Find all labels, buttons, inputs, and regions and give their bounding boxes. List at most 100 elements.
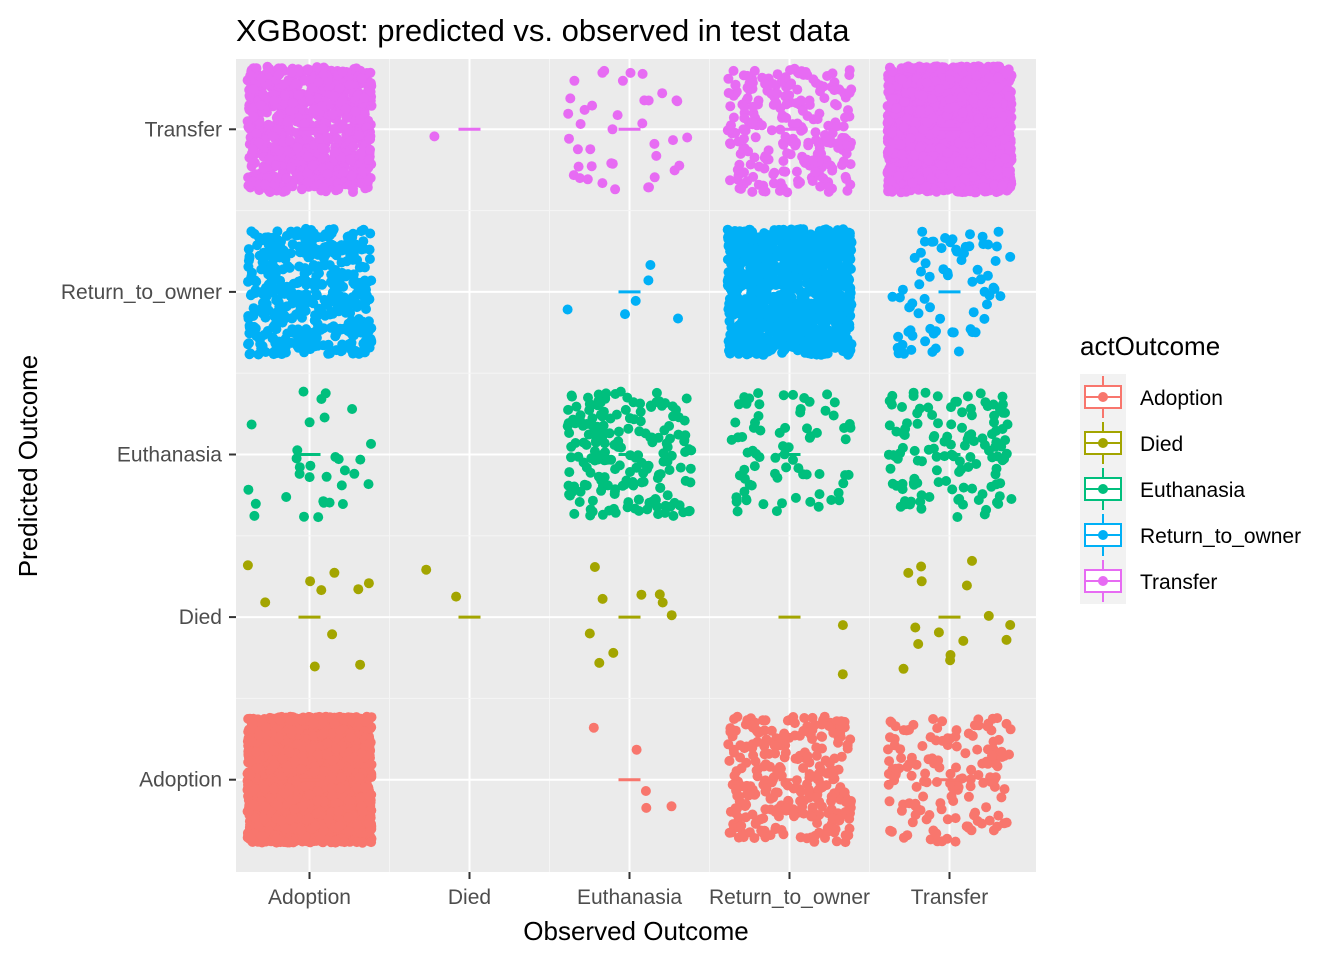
point-adoption-adoption xyxy=(343,795,354,806)
point-euthanasia-euthanasia xyxy=(684,505,695,516)
point-euthanasia-return-to-owner xyxy=(643,275,654,286)
point-adoption-euthanasia xyxy=(294,468,305,479)
point-euthanasia-euthanasia xyxy=(599,472,610,483)
point-return-to-owner-adoption xyxy=(784,715,795,725)
point-adoption-return-to-owner xyxy=(365,228,376,239)
point-adoption-adoption xyxy=(343,812,354,823)
point-adoption-euthanasia xyxy=(366,438,376,449)
point-transfer-euthanasia xyxy=(933,418,943,429)
point-adoption-euthanasia xyxy=(246,419,257,430)
point-transfer-adoption xyxy=(934,762,945,773)
point-transfer-adoption xyxy=(910,798,921,809)
point-adoption-euthanasia xyxy=(347,404,358,414)
point-return-to-owner-euthanasia xyxy=(814,489,825,500)
point-return-to-owner-adoption xyxy=(822,827,833,837)
point-euthanasia-euthanasia xyxy=(633,494,644,505)
point-transfer-euthanasia xyxy=(939,436,950,447)
point-transfer-adoption xyxy=(1005,724,1016,735)
point-adoption-return-to-owner xyxy=(243,276,253,287)
point-euthanasia-euthanasia xyxy=(655,483,666,493)
point-adoption-adoption xyxy=(318,716,328,726)
point-return-to-owner-adoption xyxy=(780,747,791,758)
point-euthanasia-euthanasia xyxy=(658,448,669,459)
point-adoption-euthanasia xyxy=(321,471,332,482)
point-transfer-adoption xyxy=(884,796,895,807)
point-adoption-adoption xyxy=(334,820,345,831)
point-transfer-euthanasia xyxy=(909,445,920,456)
point-euthanasia-died xyxy=(657,597,668,608)
point-adoption-adoption xyxy=(257,831,267,842)
point-adoption-adoption xyxy=(351,837,362,848)
point-adoption-return-to-owner xyxy=(258,308,269,319)
point-euthanasia-adoption xyxy=(666,801,677,812)
point-adoption-return-to-owner xyxy=(357,261,368,272)
point-adoption-euthanasia xyxy=(281,492,292,502)
point-adoption-return-to-owner xyxy=(287,239,298,250)
point-return-to-owner-adoption xyxy=(750,724,761,735)
point-adoption-adoption xyxy=(260,783,270,794)
point-return-to-owner-adoption xyxy=(789,730,800,741)
point-adoption-adoption xyxy=(260,722,271,733)
point-transfer-euthanasia xyxy=(979,440,990,450)
point-euthanasia-return-to-owner xyxy=(630,295,641,306)
point-adoption-adoption xyxy=(269,745,280,756)
point-adoption-adoption xyxy=(247,786,258,797)
point-transfer-adoption xyxy=(932,723,943,734)
point-transfer-euthanasia xyxy=(897,402,907,412)
point-return-to-owner-euthanasia xyxy=(822,389,833,400)
point-adoption-return-to-owner xyxy=(337,339,348,350)
point-transfer-euthanasia xyxy=(884,395,895,406)
point-adoption-return-to-owner xyxy=(317,309,328,319)
point-euthanasia-euthanasia xyxy=(686,445,697,456)
point-adoption-return-to-owner xyxy=(268,241,279,252)
point-adoption-adoption xyxy=(364,738,375,749)
point-transfer-euthanasia xyxy=(986,481,997,492)
point-transfer-adoption xyxy=(883,744,893,755)
point-return-to-owner-adoption xyxy=(760,804,771,815)
point-adoption-return-to-owner xyxy=(246,267,257,278)
point-transfer-euthanasia xyxy=(962,391,973,402)
point-return-to-owner-adoption xyxy=(802,751,813,762)
point-return-to-owner-adoption xyxy=(792,754,803,765)
point-return-to-owner-adoption xyxy=(809,719,820,730)
point-adoption-adoption xyxy=(246,832,257,843)
point-transfer-adoption xyxy=(906,770,917,781)
point-euthanasia-died xyxy=(666,610,677,621)
point-euthanasia-euthanasia xyxy=(597,428,608,439)
point-return-to-owner-adoption xyxy=(782,780,793,791)
point-return-to-owner-adoption xyxy=(732,711,743,722)
point-adoption-euthanasia xyxy=(299,511,309,522)
point-adoption-adoption xyxy=(318,728,329,739)
point-transfer-euthanasia xyxy=(941,476,952,486)
point-adoption-adoption xyxy=(250,813,261,824)
point-return-to-owner-adoption xyxy=(736,820,747,831)
point-transfer-euthanasia xyxy=(995,404,1005,415)
point-euthanasia-euthanasia xyxy=(625,413,635,424)
point-return-to-owner-adoption xyxy=(736,763,747,774)
point-return-to-owner-adoption xyxy=(740,812,751,823)
point-adoption-adoption xyxy=(312,795,323,806)
point-adoption-euthanasia xyxy=(313,512,324,523)
point-return-to-owner-adoption xyxy=(730,725,741,736)
point-adoption-euthanasia xyxy=(339,465,350,476)
point-adoption-return-to-owner xyxy=(358,243,369,254)
point-return-to-owner-return-to-owner xyxy=(724,316,735,327)
point-adoption-return-to-owner xyxy=(312,323,323,333)
point-euthanasia-died xyxy=(594,657,605,668)
point-adoption-adoption xyxy=(322,738,333,749)
point-return-to-owner-adoption xyxy=(807,734,818,744)
point-euthanasia-euthanasia xyxy=(654,396,665,407)
point-transfer-euthanasia xyxy=(928,443,939,454)
point-return-to-owner-euthanasia xyxy=(805,496,816,507)
point-euthanasia-euthanasia xyxy=(674,500,685,511)
point-transfer-euthanasia xyxy=(993,498,1004,509)
point-transfer-euthanasia xyxy=(958,499,968,510)
point-adoption-adoption xyxy=(366,837,377,848)
point-return-to-owner-adoption xyxy=(836,751,847,762)
point-adoption-adoption xyxy=(343,826,354,837)
point-transfer-euthanasia xyxy=(932,391,943,402)
point-transfer-euthanasia xyxy=(929,431,940,441)
point-transfer-euthanasia xyxy=(990,469,1001,480)
point-transfer-died xyxy=(910,622,921,633)
point-transfer-died xyxy=(945,650,956,660)
